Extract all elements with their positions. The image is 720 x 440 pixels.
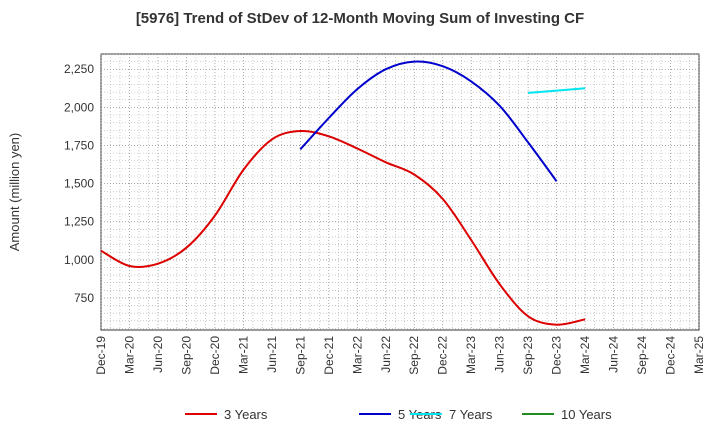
x-axis-ticks: Dec-19 Mar-20 Jun-20 Sep-20 Dec-20 Mar-21 Jun-…	[94, 336, 706, 375]
x-tick-label: Sep-23	[521, 336, 535, 375]
legend: 3 Years 5 Years 7 Years 10 Years	[185, 407, 612, 422]
x-tick-label: Dec-19	[94, 336, 108, 375]
x-tick-label: Dec-24	[664, 336, 678, 375]
x-tick-label: Mar-24	[578, 336, 592, 374]
plot-area	[100, 53, 700, 331]
series-line-5-years	[299, 60, 558, 182]
x-tick-label: Mar-25	[692, 336, 706, 374]
y-tick-label: 1,750	[64, 138, 94, 152]
x-tick-label: Dec-20	[208, 336, 222, 375]
x-tick-label: Sep-21	[293, 336, 307, 375]
y-tick-label: 2,000	[64, 100, 94, 114]
series-lines	[100, 60, 586, 326]
x-tick-label: Mar-21	[236, 336, 250, 374]
x-tick-label: Jun-23	[493, 336, 507, 373]
y-axis-ticks: 750 1,000 1,250 1,500 1,750 2,000 2,250	[64, 62, 94, 305]
y-tick-label: 750	[74, 291, 94, 305]
series-line-7-years	[528, 87, 586, 94]
x-tick-label: Jun-24	[607, 336, 621, 373]
x-tick-label: Dec-22	[436, 336, 450, 375]
x-tick-label: Sep-22	[407, 336, 421, 375]
x-tick-label: Jun-21	[265, 336, 279, 373]
x-tick-label: Dec-21	[322, 336, 336, 375]
y-tick-label: 1,500	[64, 177, 94, 191]
series-line-3-years	[100, 129, 586, 326]
y-axis-title: Amount (million yen)	[7, 133, 22, 252]
legend-label: 3 Years	[224, 407, 268, 422]
y-tick-label: 1,000	[64, 253, 94, 267]
x-tick-label: Jun-22	[379, 336, 393, 373]
x-tick-label: Sep-20	[179, 336, 193, 375]
x-tick-label: Mar-23	[464, 336, 478, 374]
x-tick-label: Mar-20	[122, 336, 136, 374]
y-tick-label: 2,250	[64, 62, 94, 76]
x-tick-label: Mar-22	[350, 336, 364, 374]
legend-label: 7 Years	[449, 407, 493, 422]
chart-title: [5976] Trend of StDev of 12-Month Moving…	[135, 10, 585, 27]
x-tick-label: Dec-23	[550, 336, 564, 375]
y-tick-label: 1,250	[64, 215, 94, 229]
legend-label: 10 Years	[561, 407, 612, 422]
x-tick-label: Jun-20	[151, 336, 165, 373]
grid-lines	[100, 53, 700, 330]
x-tick-label: Sep-24	[635, 336, 649, 375]
